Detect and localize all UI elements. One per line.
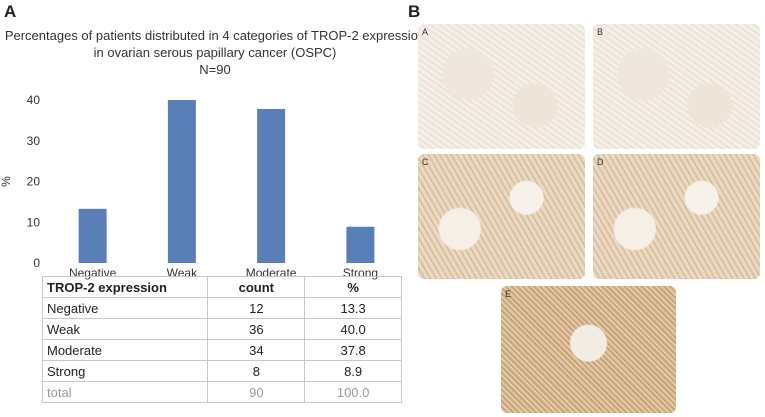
row-percent: 37.8 [304,339,402,361]
micrograph-b: B [593,24,760,149]
micrograph-a-label: A [422,27,429,37]
panel-b-label: B [408,2,421,21]
bar-strong [346,226,375,263]
table-row: Negative 12 13.3 [41,297,402,319]
header-expression: TROP-2 expression [41,276,209,298]
row-percent: 40.0 [304,318,402,340]
row-count: 8 [207,360,306,382]
y-axis-label: % [0,176,13,187]
chart-title-line-2: in ovarian serous papillary cancer (OSPC… [93,45,337,60]
table-row: Moderate 34 37.8 [41,339,402,361]
y-tick-label: 10 [27,215,41,229]
total-label: total [41,381,209,403]
header-count: count [207,276,306,298]
bar-negative [78,208,107,263]
micrograph-c-label: C [422,157,429,167]
table-row: Weak 36 40.0 [41,318,402,340]
table-row: Strong 8 8.9 [41,360,402,382]
y-tick-label: 30 [27,134,41,148]
panel-a-label: A [4,2,17,21]
row-label: Strong [41,360,209,382]
header-percent: % [304,276,402,298]
expression-table: TROP-2 expression count % Negative 12 13… [41,276,402,403]
total-count: 90 [207,381,306,403]
micrograph-e: E [501,286,676,413]
chart-title-line-3: N=90 [199,62,231,77]
micrograph-d: D [593,154,760,279]
y-tick-label: 20 [27,175,41,189]
row-count: 36 [207,318,306,340]
chart-title-line-1: Percentages of patients distributed in 4… [4,28,426,43]
micrograph-c: C [418,154,585,279]
row-count: 34 [207,339,306,361]
micrograph-e-label: E [505,289,512,299]
micrograph-b-label: B [597,27,604,37]
row-percent: 13.3 [304,297,402,319]
total-percent: 100.0 [304,381,402,403]
row-label: Moderate [41,339,209,361]
y-tick-label: 0 [33,256,40,270]
bar-moderate [257,108,286,263]
y-tick-label: 40 [27,93,41,107]
row-percent: 8.9 [304,360,402,382]
table-total-row: total 90 100.0 [41,381,402,403]
bar-weak [167,100,196,263]
row-count: 12 [207,297,306,319]
micrograph-a: A [418,24,585,149]
micrograph-d-label: D [597,157,604,167]
row-label: Negative [41,297,209,319]
row-label: Weak [41,318,209,340]
table-header-row: TROP-2 expression count % [41,276,402,298]
